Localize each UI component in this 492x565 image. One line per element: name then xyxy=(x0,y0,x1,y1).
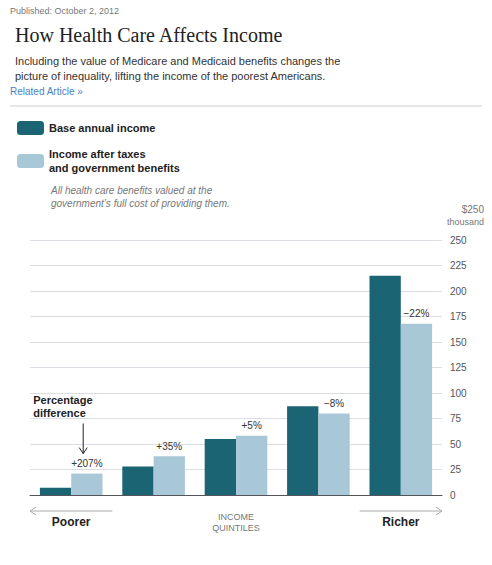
svg-text:25: 25 xyxy=(450,464,462,475)
svg-text:−22%: −22% xyxy=(404,308,430,319)
svg-text:picture of inequality, lifting: picture of inequality, lifting the incom… xyxy=(15,70,325,82)
svg-text:175: 175 xyxy=(450,311,467,322)
svg-text:Related Article »: Related Article » xyxy=(10,86,83,97)
svg-text:All health care benefits value: All health care benefits valued at the xyxy=(50,185,213,196)
svg-text:INCOME: INCOME xyxy=(218,512,254,522)
svg-text:100: 100 xyxy=(450,388,467,399)
svg-text:75: 75 xyxy=(450,413,462,424)
svg-text:0: 0 xyxy=(450,490,456,501)
svg-text:Richer: Richer xyxy=(382,515,420,529)
svg-text:150: 150 xyxy=(450,337,467,348)
svg-text:government’s full cost of prov: government’s full cost of providing them… xyxy=(51,198,230,209)
svg-text:difference: difference xyxy=(33,407,86,419)
svg-text:+207%: +207% xyxy=(71,458,103,469)
svg-text:50: 50 xyxy=(450,439,462,450)
svg-text:Percentage: Percentage xyxy=(33,394,92,406)
svg-text:QUINTILES: QUINTILES xyxy=(212,523,260,533)
svg-text:thousand: thousand xyxy=(447,217,484,227)
svg-text:125: 125 xyxy=(450,362,467,373)
svg-text:Including the value of Medicar: Including the value of Medicare and Medi… xyxy=(15,55,340,67)
svg-text:+35%: +35% xyxy=(156,441,182,452)
svg-text:Base annual income: Base annual income xyxy=(49,122,155,134)
svg-text:225: 225 xyxy=(450,260,467,271)
svg-text:and government benefits: and government benefits xyxy=(49,162,180,174)
svg-text:200: 200 xyxy=(450,286,467,297)
svg-text:+5%: +5% xyxy=(242,420,262,431)
svg-text:Income after taxes: Income after taxes xyxy=(49,148,146,160)
svg-text:−8%: −8% xyxy=(324,398,344,409)
svg-text:$250: $250 xyxy=(462,204,485,215)
svg-text:Published: October 2, 2012: Published: October 2, 2012 xyxy=(10,6,119,16)
svg-text:250: 250 xyxy=(450,235,467,246)
svg-text:Poorer: Poorer xyxy=(52,515,91,529)
svg-text:How Health Care Affects Income: How Health Care Affects Income xyxy=(15,24,282,46)
